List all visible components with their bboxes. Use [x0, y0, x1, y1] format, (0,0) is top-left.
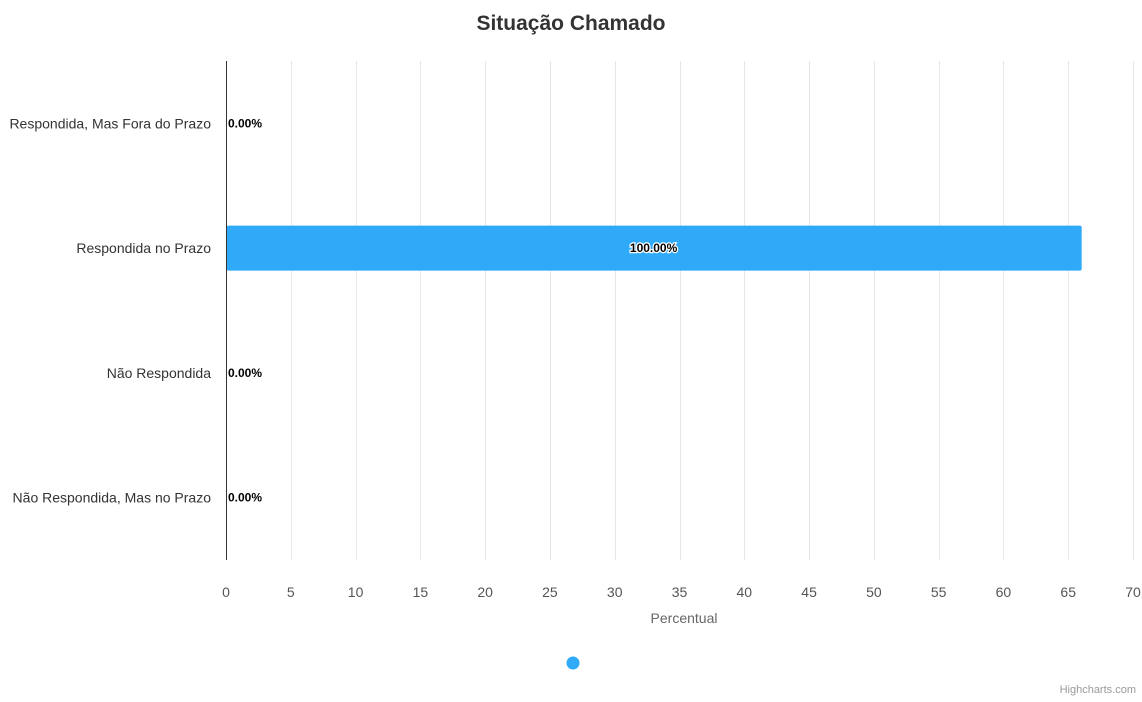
- grid-lines: [291, 61, 1134, 560]
- data-label: 0.00%: [228, 491, 262, 505]
- x-tick-label: 30: [607, 584, 623, 600]
- data-label: 0.00%: [228, 116, 262, 130]
- x-tick-label: 15: [413, 584, 429, 600]
- legend-marker-icon[interactable]: [566, 656, 580, 670]
- x-tick-label: 20: [477, 584, 493, 600]
- category-label: Respondida no Prazo: [76, 240, 211, 256]
- data-label: 0.00%: [228, 366, 262, 380]
- x-tick-label: 45: [801, 584, 817, 600]
- x-tick-label: 35: [672, 584, 688, 600]
- category-label: Não Respondida: [107, 365, 212, 381]
- x-tick-label: 5: [287, 584, 295, 600]
- x-axis-tick-labels: 0 5 10 15 20 25 30 35 40 45 50 55 60 65 70: [222, 584, 1141, 600]
- x-tick-label: 65: [1060, 584, 1076, 600]
- x-tick-label: 55: [931, 584, 947, 600]
- x-axis-title: Percentual: [651, 610, 718, 626]
- x-tick-label: 70: [1125, 584, 1141, 600]
- x-tick-label: 50: [866, 584, 882, 600]
- data-label: 100.00%: [630, 241, 678, 255]
- x-tick-label: 10: [348, 584, 364, 600]
- category-label: Respondida, Mas Fora do Prazo: [9, 115, 211, 131]
- bar[interactable]: [226, 225, 1082, 271]
- credits-link[interactable]: Highcharts.com: [1060, 684, 1136, 696]
- x-tick-label: 40: [736, 584, 752, 600]
- category-label: Não Respondida, Mas no Prazo: [13, 490, 212, 506]
- chart-title: Situação Chamado: [476, 12, 665, 35]
- x-tick-label: 60: [996, 584, 1012, 600]
- category-labels: Respondida, Mas Fora do Prazo Respondida …: [9, 115, 211, 505]
- x-tick-label: 25: [542, 584, 558, 600]
- data-labels: 0.00% 100.00% 0.00% 0.00%: [228, 116, 679, 505]
- x-tick-label: 0: [222, 584, 230, 600]
- bars[interactable]: [226, 225, 1082, 271]
